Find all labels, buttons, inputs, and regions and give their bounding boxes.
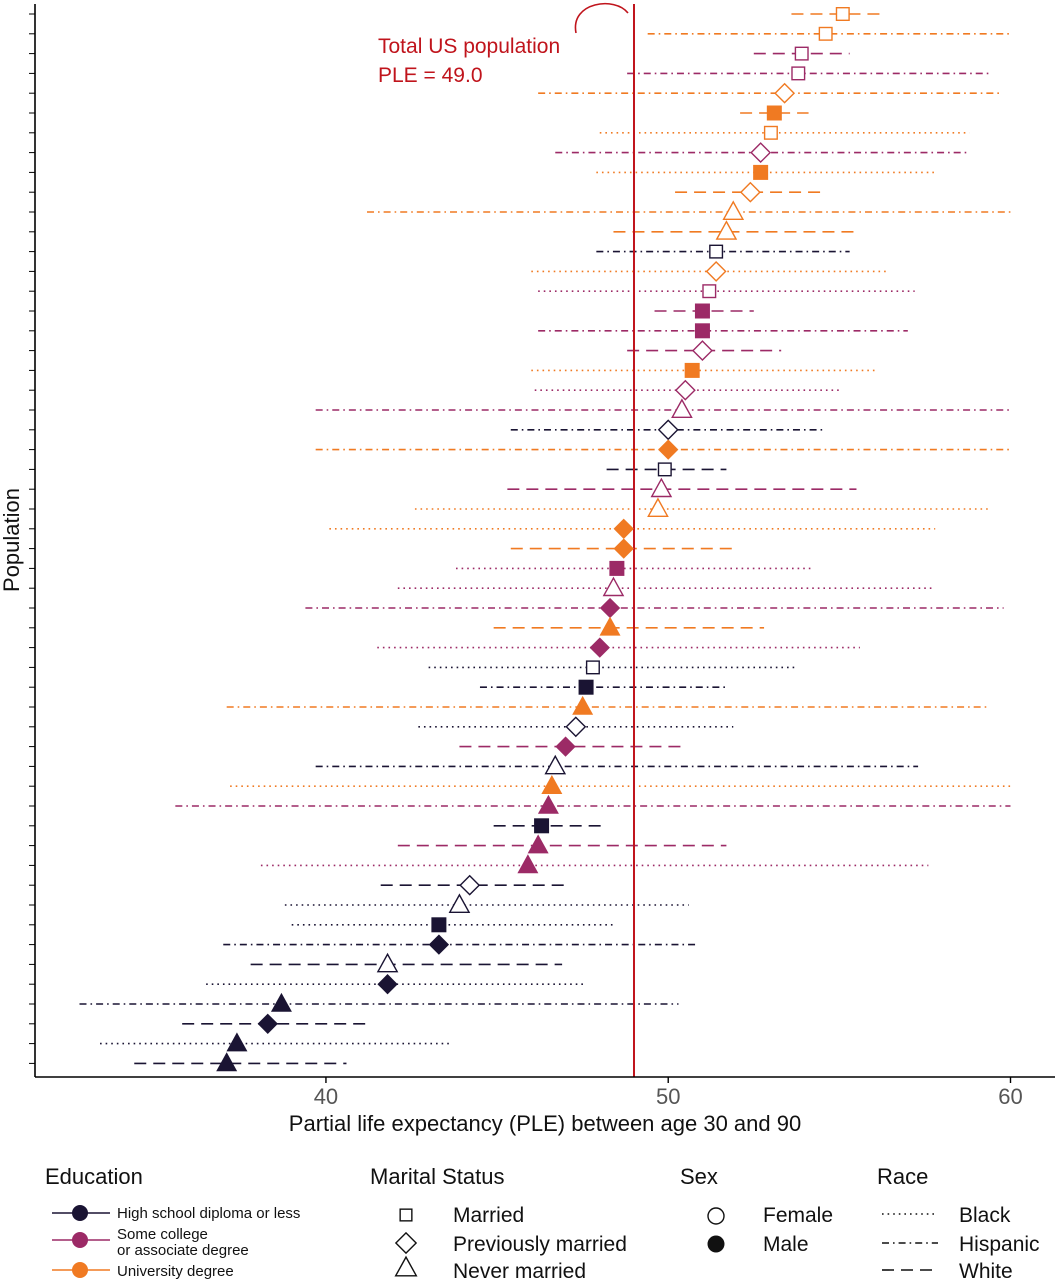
confidence-intervals: [79, 13, 1011, 1065]
point-high-never-M: [541, 775, 563, 795]
point-mid-never-F: [602, 576, 625, 597]
legend-sex-female: Female: [763, 1204, 833, 1227]
point-high-never-M: [599, 616, 621, 636]
point-mid-prev-F: [750, 142, 772, 164]
x-tick-label: 50: [656, 1084, 680, 1109]
point-low-married-M: [534, 818, 550, 834]
point-mid-married-F: [702, 284, 717, 299]
legend-race-white: White: [959, 1260, 1013, 1280]
point-mid-prev-M: [599, 597, 621, 619]
legend-marital-never-shape: [394, 1255, 418, 1277]
point-mid-married-F: [794, 46, 809, 61]
point-mid-never-M: [537, 794, 559, 814]
point-high-prev-F: [774, 82, 796, 104]
point-low-never-F: [448, 893, 471, 914]
legend-edu-dot-high: [72, 1262, 88, 1278]
point-mid-married-F: [791, 66, 806, 81]
point-low-never-F: [376, 952, 399, 973]
point-low-married-F: [585, 660, 600, 675]
legend-race-hispanic: Hispanic: [959, 1233, 1040, 1256]
legend-education-keys: [52, 1205, 110, 1278]
legend: Education High school diploma or less So…: [45, 1164, 1040, 1280]
point-high-married-M: [753, 164, 769, 180]
legend-edu-dot-low: [72, 1205, 88, 1221]
legend-race-title: Race: [877, 1164, 928, 1189]
point-high-prev-M: [658, 439, 679, 460]
y-axis-title: Population: [0, 488, 24, 592]
point-low-prev-F: [565, 716, 587, 738]
point-mid-never-M: [517, 854, 539, 874]
point-high-prev-F: [739, 181, 761, 203]
point-low-married-M: [431, 917, 447, 933]
point-high-married-F: [835, 6, 850, 22]
point-low-never-M: [216, 1052, 238, 1072]
point-mid-prev-M: [589, 637, 610, 658]
legend-race-black: Black: [959, 1204, 1011, 1227]
legend-race-keys: [882, 1213, 938, 1271]
point-high-married-M: [684, 362, 700, 378]
point-low-married-F: [657, 462, 672, 477]
point-mid-prev-F: [674, 379, 696, 401]
legend-sex-keys: [707, 1207, 725, 1253]
point-mid-married-M: [609, 560, 625, 576]
point-low-prev-M: [257, 1013, 278, 1034]
reference-label-title: Total US population: [378, 35, 560, 58]
x-axis-title: Partial life expectancy (PLE) between ag…: [289, 1111, 801, 1136]
point-high-never-F: [647, 497, 669, 518]
legend-education-mid-line1: Some college: [117, 1226, 208, 1243]
point-mid-never-M: [527, 834, 549, 854]
point-low-married-F: [709, 244, 724, 259]
legend-sex-title: Sex: [680, 1164, 718, 1189]
legend-marital-married: Married: [453, 1204, 524, 1227]
legend-sex-male-shape: [707, 1235, 725, 1253]
legend-marital-married-shape: [399, 1208, 413, 1222]
point-high-prev-F: [705, 260, 727, 282]
point-low-prev-F: [459, 874, 481, 896]
point-high-married-F: [818, 26, 833, 41]
reference-label-pointer: [574, 2, 629, 34]
legend-marital-title: Marital Status: [370, 1164, 505, 1189]
point-low-never-M: [270, 992, 292, 1012]
x-axis-ticks: 40 50 60: [314, 1077, 1023, 1109]
point-mid-never-F: [650, 477, 673, 498]
point-mid-married-M: [694, 323, 710, 339]
point-high-never-F: [715, 220, 738, 240]
y-axis-ticks: [29, 13, 35, 1064]
legend-marital-keys: [394, 1208, 418, 1277]
x-tick-label: 60: [998, 1084, 1022, 1109]
point-low-never-F: [544, 754, 567, 775]
legend-sex-male: Male: [763, 1233, 809, 1256]
legend-marital-never: Never married: [453, 1260, 586, 1280]
point-low-married-M: [578, 679, 594, 695]
point-low-prev-M: [377, 974, 398, 995]
legend-education-high: University degree: [117, 1263, 234, 1280]
point-estimates: [216, 6, 850, 1072]
legend-sex-female-shape: [707, 1207, 725, 1225]
point-high-never-M: [572, 695, 594, 715]
point-high-married-F: [763, 125, 778, 140]
point-high-married-M: [766, 105, 782, 121]
legend-education-title: Education: [45, 1164, 143, 1189]
point-high-prev-M: [613, 518, 634, 539]
point-mid-married-M: [694, 303, 710, 319]
point-mid-prev-M: [555, 736, 576, 757]
point-mid-never-F: [671, 398, 693, 419]
point-low-never-M: [226, 1032, 248, 1052]
legend-edu-dot-mid: [72, 1232, 88, 1248]
point-low-prev-M: [428, 934, 450, 955]
x-tick-label: 40: [314, 1084, 338, 1109]
point-low-prev-F: [657, 419, 679, 441]
reference-label-value: PLE = 49.0: [378, 64, 483, 87]
legend-education-mid-line2: or associate degree: [117, 1242, 249, 1259]
legend-marital-previously: Previously married: [453, 1233, 627, 1256]
point-high-prev-M: [613, 538, 634, 559]
point-high-never-F: [722, 200, 745, 221]
point-mid-prev-F: [692, 340, 713, 362]
legend-marital-prev-shape: [394, 1231, 418, 1255]
legend-education-low: High school diploma or less: [117, 1205, 300, 1222]
